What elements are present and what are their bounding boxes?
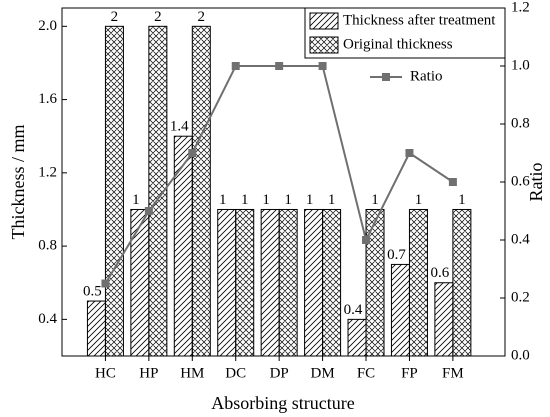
y-tick-label: 0.4 — [38, 311, 57, 327]
x-tick-label: HC — [95, 365, 116, 381]
value-label: 1.4 — [170, 119, 189, 135]
value-label: 1 — [458, 192, 466, 208]
x-tick-label: DM — [311, 365, 335, 381]
bar — [173, 135, 193, 357]
x-tick-label: FC — [357, 365, 375, 381]
y-tick-label: 1.6 — [38, 91, 57, 107]
y-tick-label: 1.2 — [38, 164, 57, 180]
y2-tick-label: 0.6 — [511, 173, 530, 189]
value-label: 1 — [262, 192, 270, 208]
value-label: 2 — [198, 9, 206, 25]
bar — [217, 208, 237, 357]
x-tick-label: HP — [139, 365, 158, 381]
x-tick-label: DC — [225, 365, 246, 381]
ratio-marker — [362, 236, 371, 244]
ratio-marker — [448, 178, 457, 186]
value-label: 1 — [241, 192, 249, 208]
ratio-marker — [144, 207, 153, 215]
legend-label: Original thickness — [343, 36, 453, 52]
ratio-marker — [101, 279, 110, 288]
ratio-marker — [405, 149, 414, 157]
y2-tick-label: 1.2 — [511, 0, 530, 15]
x-tick-label: DP — [270, 365, 289, 381]
y2-tick-label: 0.0 — [511, 347, 530, 363]
bar — [104, 25, 124, 357]
legend-label: Ratio — [410, 68, 443, 84]
ratio-marker — [231, 62, 240, 70]
bar — [390, 263, 410, 357]
legend-swatch — [309, 12, 339, 30]
ratio-marker — [275, 62, 284, 70]
x-axis-label: Absorbing structure — [211, 393, 354, 413]
value-label: 2 — [154, 9, 162, 25]
bar — [86, 300, 106, 357]
bar — [278, 208, 298, 357]
value-label: 1 — [328, 192, 336, 208]
bar — [191, 25, 211, 357]
bar — [452, 208, 472, 357]
ratio-marker — [188, 149, 197, 157]
ratio-marker — [318, 62, 327, 70]
value-label: 1 — [284, 192, 292, 208]
y2-tick-label: 0.8 — [511, 115, 530, 131]
y2-axis-label: Ratio — [526, 163, 546, 202]
bar — [434, 282, 454, 357]
value-label: 0.5 — [83, 283, 102, 299]
value-label: 1 — [371, 192, 379, 208]
value-label: 1 — [132, 192, 140, 208]
bar — [365, 208, 385, 357]
value-label: 1 — [306, 192, 314, 208]
y-tick-label: 0.8 — [38, 238, 57, 254]
y2-tick-label: 1.0 — [511, 57, 530, 73]
value-label: 1 — [219, 192, 227, 208]
bar — [322, 208, 342, 357]
legend-label: Thickness after treatment — [343, 12, 496, 28]
legend-swatch — [309, 36, 339, 54]
y2-tick-label: 0.4 — [511, 231, 530, 247]
value-label: 0.7 — [387, 247, 406, 263]
value-label: 2 — [111, 9, 119, 25]
value-label: 1 — [415, 192, 423, 208]
bar — [408, 208, 428, 357]
bar — [235, 208, 255, 357]
bar — [130, 208, 150, 357]
legend-marker — [382, 73, 390, 81]
value-label: 0.4 — [344, 302, 363, 318]
x-tick-label: FM — [442, 365, 464, 381]
x-tick-label: FP — [401, 365, 418, 381]
bar — [347, 318, 367, 357]
y-tick-label: 2.0 — [38, 18, 57, 34]
bar — [304, 208, 324, 357]
bar — [148, 25, 168, 357]
x-tick-label: HM — [180, 365, 204, 381]
y2-tick-label: 0.2 — [511, 289, 530, 305]
value-label: 0.6 — [431, 265, 450, 281]
bar — [260, 208, 280, 357]
y-axis-label: Thickness / mm — [8, 125, 28, 240]
